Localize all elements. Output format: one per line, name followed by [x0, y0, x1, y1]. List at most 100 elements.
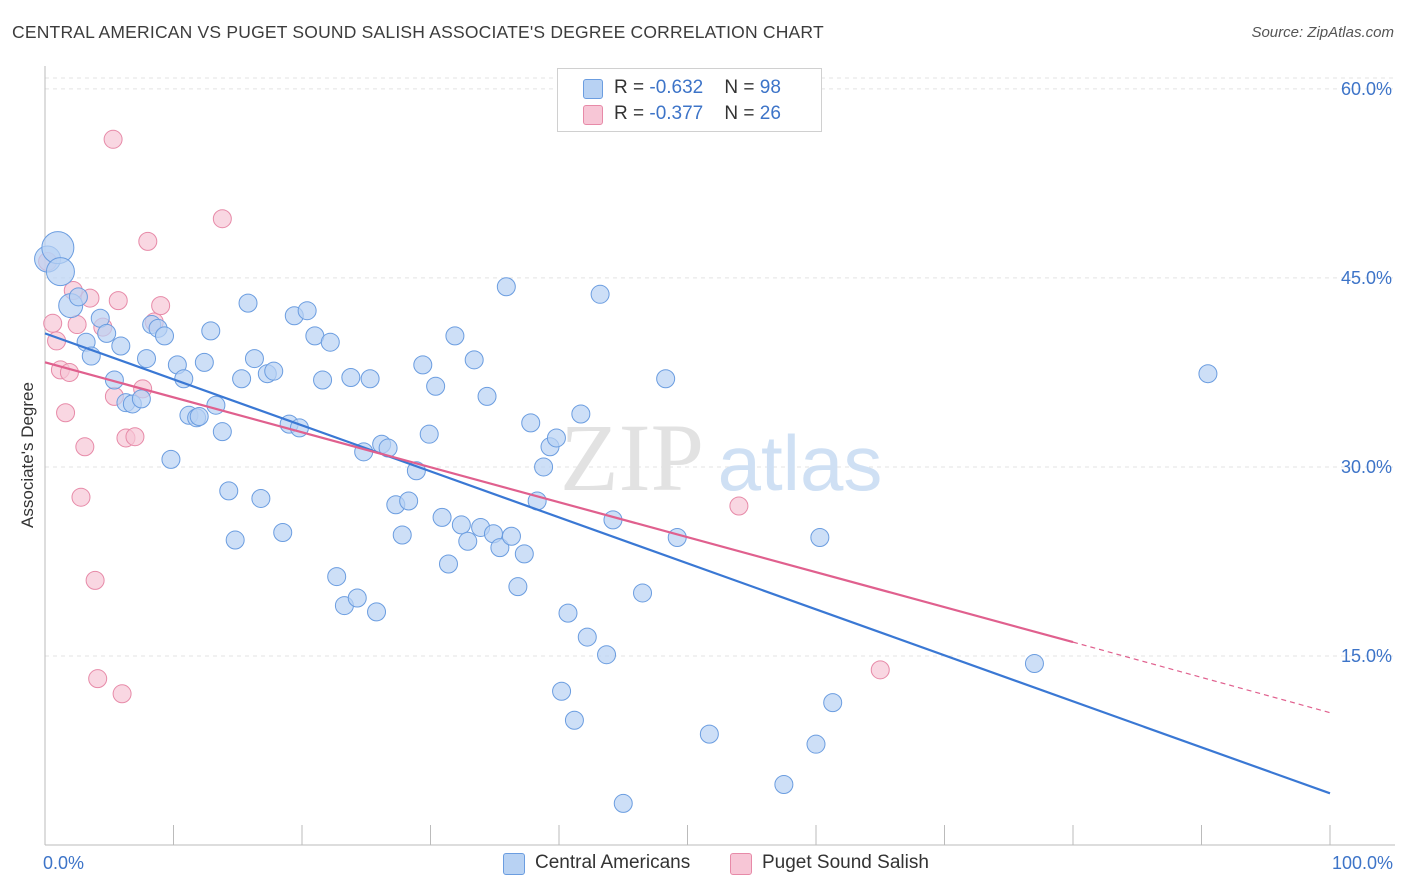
puget-sound-salish-point [85, 570, 105, 590]
central-americans-point [564, 710, 584, 730]
central-americans-point [413, 355, 433, 375]
chart-source: Source: ZipAtlas.com [1251, 24, 1394, 41]
central-americans-point [297, 301, 317, 321]
puget-sound-salish-point [108, 291, 128, 311]
central-americans-point [360, 369, 380, 389]
legend-n-label: N = [724, 103, 760, 124]
central-americans-point [341, 367, 361, 387]
legend-r-value: -0.632 [649, 77, 704, 98]
puget-sound-salish-point [870, 660, 890, 680]
central-americans-point [201, 321, 221, 341]
chart-title: CENTRAL AMERICAN VS PUGET SOUND SALISH A… [12, 22, 824, 42]
central-americans-point [546, 428, 566, 448]
x-tick-label-min: 0.0% [43, 853, 84, 873]
axes [44, 66, 1395, 846]
trend-line-puget-sound-salish [44, 361, 1074, 644]
puget-sound-salish-point [75, 437, 95, 457]
central-americans-point [590, 284, 610, 304]
x-tick-label-max: 100.0% [1332, 853, 1393, 873]
central-americans-point [438, 554, 458, 574]
central-americans-point [451, 515, 471, 535]
central-americans-point [496, 277, 516, 297]
legend-stats: R = -0.377 N = 26 [614, 103, 781, 125]
y-tick-label: 60.0% [1341, 79, 1392, 99]
legend-stats: R = -0.632 N = 98 [614, 77, 781, 99]
watermark: ZIP atlas [560, 404, 882, 511]
tick-labels: 15.0% 30.0% 45.0% 60.0% 0.0% 100.0% [43, 79, 1393, 873]
legend-swatch-pink [583, 105, 603, 125]
legend-r-label: R = [614, 103, 650, 124]
central-americans-point [810, 528, 830, 548]
series-central-americans-points [34, 231, 1218, 813]
central-americans-point [313, 370, 333, 390]
central-americans-point [367, 602, 387, 622]
central-americans-point [68, 287, 88, 307]
central-americans-point [347, 588, 367, 608]
central-americans-point [558, 603, 578, 623]
central-americans-point [458, 531, 478, 551]
central-americans-point [656, 369, 676, 389]
correlation-legend: R = -0.632 N = 98 R = -0.377 N = 26 [557, 68, 822, 132]
bottom-legend-swatch-blue [503, 853, 525, 875]
central-americans-point [264, 361, 284, 381]
y-axis-label: Associate's Degree [18, 382, 37, 528]
central-americans-point [603, 510, 623, 530]
central-americans-point [232, 369, 252, 389]
central-americans-point [774, 775, 794, 795]
legend-n-label: N = [724, 77, 760, 98]
central-americans-point [613, 793, 633, 813]
central-americans-point [508, 577, 528, 597]
central-americans-point [392, 525, 412, 545]
central-americans-point [667, 528, 687, 548]
central-americans-point [699, 724, 719, 744]
central-americans-point [212, 422, 232, 442]
central-americans-point [131, 389, 151, 409]
central-americans-point [1024, 654, 1044, 674]
central-americans-point [577, 627, 597, 647]
central-americans-point [521, 413, 541, 433]
central-americans-point [426, 376, 446, 396]
puget-sound-salish-point [112, 684, 132, 704]
central-americans-point [320, 332, 340, 352]
central-americans-point [194, 352, 214, 372]
central-americans-point [514, 544, 534, 564]
central-americans-point [111, 336, 131, 356]
puget-sound-salish-point [71, 487, 91, 507]
puget-sound-salish-point [103, 129, 123, 149]
central-americans-point [327, 567, 347, 587]
y-tick-label: 45.0% [1341, 268, 1392, 288]
central-americans-point [97, 323, 117, 343]
trend-line-puget-sound-salish-extension [1072, 641, 1331, 714]
bottom-legend-swatch-pink [730, 853, 752, 875]
central-americans-point [806, 734, 826, 754]
y-tick-label: 30.0% [1341, 457, 1392, 477]
central-americans-point [501, 526, 521, 546]
central-americans-point [244, 349, 264, 369]
legend-n-value: 98 [759, 77, 781, 98]
puget-sound-salish-point [56, 403, 76, 423]
central-americans-point [161, 449, 181, 469]
legend-r-value: -0.377 [649, 103, 704, 124]
central-americans-point [552, 681, 572, 701]
central-americans-point [597, 645, 617, 665]
legend-n-value: 26 [759, 103, 781, 124]
central-americans-point [155, 326, 175, 346]
puget-sound-salish-point [138, 231, 158, 251]
central-americans-point [823, 693, 843, 713]
legend-swatch-blue [583, 79, 603, 99]
central-americans-point [251, 488, 271, 508]
central-americans-point [1198, 364, 1218, 384]
central-americans-point [571, 404, 591, 424]
central-americans-point [490, 538, 510, 558]
central-americans-point [189, 407, 209, 427]
watermark-atlas: atlas [718, 419, 883, 507]
central-americans-point [406, 461, 426, 481]
puget-sound-salish-point [43, 313, 63, 333]
puget-sound-salish-point [212, 209, 232, 229]
grid-lines [45, 77, 1395, 657]
central-americans-point [273, 522, 293, 542]
puget-sound-salish-point [88, 669, 108, 689]
y-tick-label: 15.0% [1341, 646, 1392, 666]
central-americans-point [225, 530, 245, 550]
